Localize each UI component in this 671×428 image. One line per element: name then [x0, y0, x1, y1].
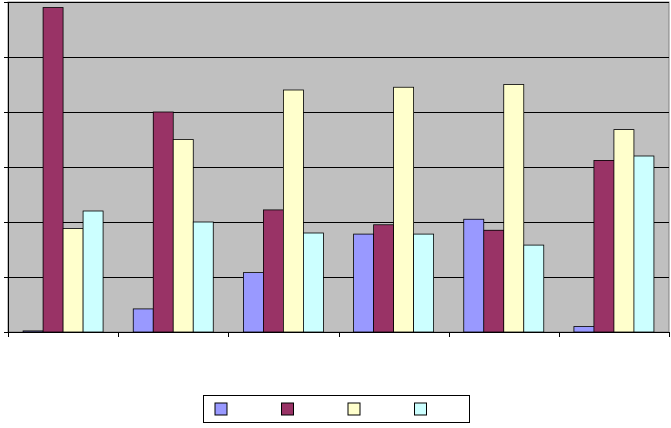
axes — [4, 2, 670, 337]
legend-swatch — [347, 402, 361, 416]
bar — [303, 232, 324, 333]
bar — [62, 228, 84, 333]
bar — [393, 86, 414, 333]
bar — [373, 224, 394, 333]
bar — [192, 221, 214, 333]
legend-swatch — [214, 402, 228, 416]
bar — [503, 84, 525, 333]
bar — [413, 233, 434, 333]
legend-box — [203, 395, 470, 423]
bar — [22, 330, 44, 333]
legend-swatch — [414, 402, 427, 416]
legend-swatch — [281, 402, 294, 416]
legend — [203, 395, 470, 423]
bar — [463, 218, 485, 333]
bar — [573, 326, 595, 333]
bar — [132, 308, 154, 333]
bar — [633, 155, 655, 333]
bars — [22, 7, 655, 333]
bar — [283, 89, 304, 333]
bar — [353, 233, 374, 333]
bar — [82, 210, 104, 333]
bar — [172, 139, 194, 333]
bar — [523, 244, 545, 333]
bar — [243, 272, 264, 333]
plot-area — [7, 1, 670, 333]
bar — [152, 111, 174, 333]
bar — [593, 159, 615, 333]
bar — [483, 229, 505, 333]
bar — [42, 7, 64, 333]
bar — [613, 129, 635, 333]
bar — [263, 209, 284, 333]
